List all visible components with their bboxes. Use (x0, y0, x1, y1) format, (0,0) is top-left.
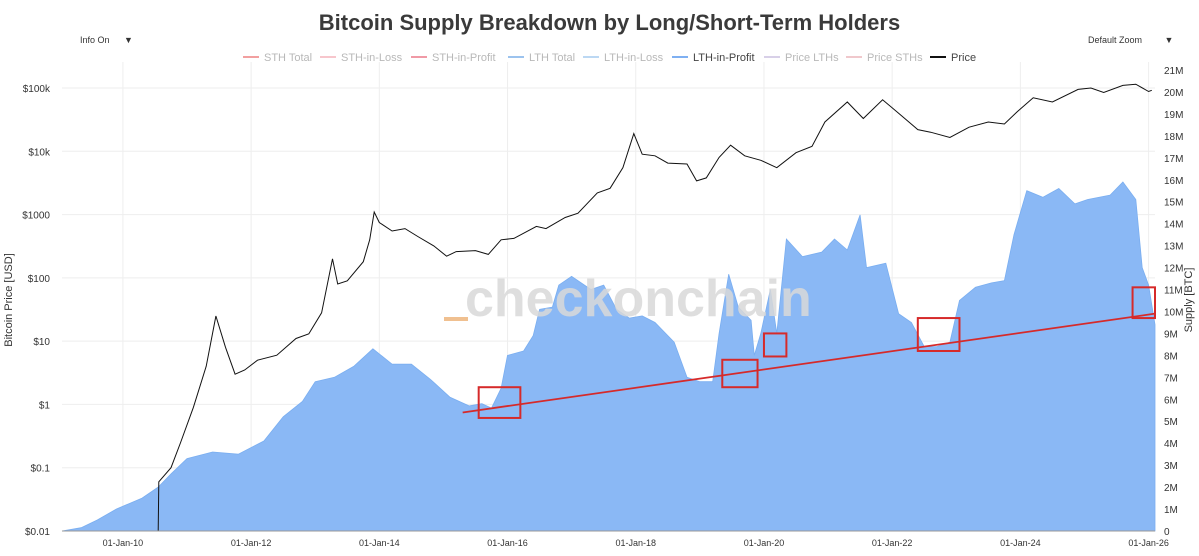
legend-label: Price (951, 52, 976, 64)
legend-label: STH-in-Loss (341, 52, 403, 64)
legend-item[interactable]: Price (930, 52, 976, 64)
legend-label: LTH-in-Profit (693, 52, 755, 64)
y-left-tick-label: $10 (33, 337, 50, 348)
y-right-tick-label: 0 (1164, 527, 1170, 538)
highlight-boxes (477, 286, 1157, 419)
y-right-tick-label: 21M (1164, 66, 1183, 77)
y-right-tick-label: 13M (1164, 242, 1183, 253)
y-right-tick-label: 14M (1164, 220, 1183, 231)
y-axis-left-title: Bitcoin Price [USD] (3, 253, 15, 347)
y-right-tick-label: 12M (1164, 264, 1183, 275)
x-tick-label: 01-Jan-12 (231, 538, 272, 548)
legend-item[interactable]: Price LTHs (764, 52, 839, 64)
x-tick-label: 01-Jan-10 (103, 538, 144, 548)
watermark-accent (444, 317, 468, 321)
highlight-box (762, 332, 788, 358)
legend-item[interactable]: STH-in-Loss (320, 52, 403, 64)
x-axis: 01-Jan-10 01-Jan-12 01-Jan-14 01-Jan-16 01-J… (62, 530, 1169, 548)
y-right-tick-label: 1M (1164, 505, 1178, 516)
y-left-tick-label: $0.01 (25, 527, 50, 538)
y-right-tick-label: 5M (1164, 417, 1178, 428)
y-right-tick-label: 19M (1164, 110, 1183, 121)
highlight-box (721, 358, 759, 389)
legend-item[interactable]: LTH-in-Profit (672, 52, 755, 64)
y-right-tick-label: 2M (1164, 483, 1178, 494)
highlight-box (916, 317, 961, 352)
zoom-select[interactable]: Default Zoom ▼ (1088, 35, 1173, 45)
y-left-tick-label: $1000 (22, 211, 50, 222)
x-tick-label: 01-Jan-18 (615, 538, 656, 548)
x-tick-label: 01-Jan-14 (359, 538, 400, 548)
chevron-down-icon: ▼ (124, 35, 133, 45)
legend-label: LTH-in-Loss (604, 52, 664, 64)
legend-label: Price LTHs (785, 52, 839, 64)
y-left-tick-label: $100 (28, 274, 51, 285)
legend-label: LTH Total (529, 52, 575, 64)
x-tick-label: 01-Jan-22 (872, 538, 913, 548)
y-axis-right: 0 1M 2M 3M 4M 5M 6M 7M 8M 9M 10M 11M 12M 13M 14M 15M 16M… (1164, 66, 1183, 538)
y-left-tick-label: $100k (23, 84, 51, 95)
y-right-tick-label: 16M (1164, 176, 1183, 187)
y-right-tick-label: 9M (1164, 329, 1178, 340)
info-toggle[interactable]: Info On ▼ (80, 35, 133, 45)
trend-line (462, 312, 1156, 414)
x-tick-label: 01-Jan-20 (744, 538, 785, 548)
y-right-tick-label: 8M (1164, 351, 1178, 362)
info-toggle-label: Info On (80, 35, 110, 45)
legend-label: STH Total (264, 52, 312, 64)
x-tick-label: 01-Jan-26 (1128, 538, 1169, 548)
y-right-tick-label: 4M (1164, 439, 1178, 450)
legend-label: Price STHs (867, 52, 923, 64)
y-right-tick-label: 7M (1164, 373, 1178, 384)
y-left-tick-label: $1 (39, 400, 51, 411)
watermark: checkonchain (465, 270, 812, 328)
y-right-tick-label: 3M (1164, 461, 1178, 472)
y-right-tick-label: 18M (1164, 132, 1183, 143)
x-tick-label: 01-Jan-16 (487, 538, 528, 548)
y-axis-left: $100k $10k $1000 $100 $10 $1 $0.1 $0.01 (22, 84, 51, 538)
legend-item[interactable]: STH Total (243, 52, 312, 64)
y-left-tick-label: $0.1 (31, 464, 51, 475)
lth-in-profit-area (61, 181, 1156, 532)
y-right-tick-label: 6M (1164, 395, 1178, 406)
legend: STH Total STH-in-Loss STH-in-Profit LTH Tot… (243, 52, 976, 64)
zoom-select-label: Default Zoom (1088, 35, 1143, 45)
y-right-tick-label: 17M (1164, 154, 1183, 165)
highlight-box (477, 386, 522, 419)
y-axis-right-title: Supply [BTC] (1183, 268, 1195, 333)
chevron-down-icon: ▼ (1164, 35, 1174, 45)
highlight-box (1131, 286, 1157, 320)
legend-label: STH-in-Profit (432, 52, 496, 64)
x-tick-label: 01-Jan-24 (1000, 538, 1041, 548)
y-right-tick-label: 20M (1164, 88, 1183, 99)
chart-title: Bitcoin Supply Breakdown by Long/Short-T… (318, 10, 901, 35)
legend-item[interactable]: LTH Total (508, 52, 575, 64)
y-right-tick-label: 11M (1164, 286, 1183, 297)
legend-item[interactable]: LTH-in-Loss (583, 52, 664, 64)
legend-item[interactable]: STH-in-Profit (411, 52, 496, 64)
legend-item[interactable]: Price STHs (846, 52, 923, 64)
y-right-tick-label: 15M (1164, 198, 1183, 209)
y-right-tick-label: 10M (1164, 307, 1183, 318)
y-left-tick-label: $10k (28, 147, 51, 158)
price-line (157, 83, 1152, 532)
